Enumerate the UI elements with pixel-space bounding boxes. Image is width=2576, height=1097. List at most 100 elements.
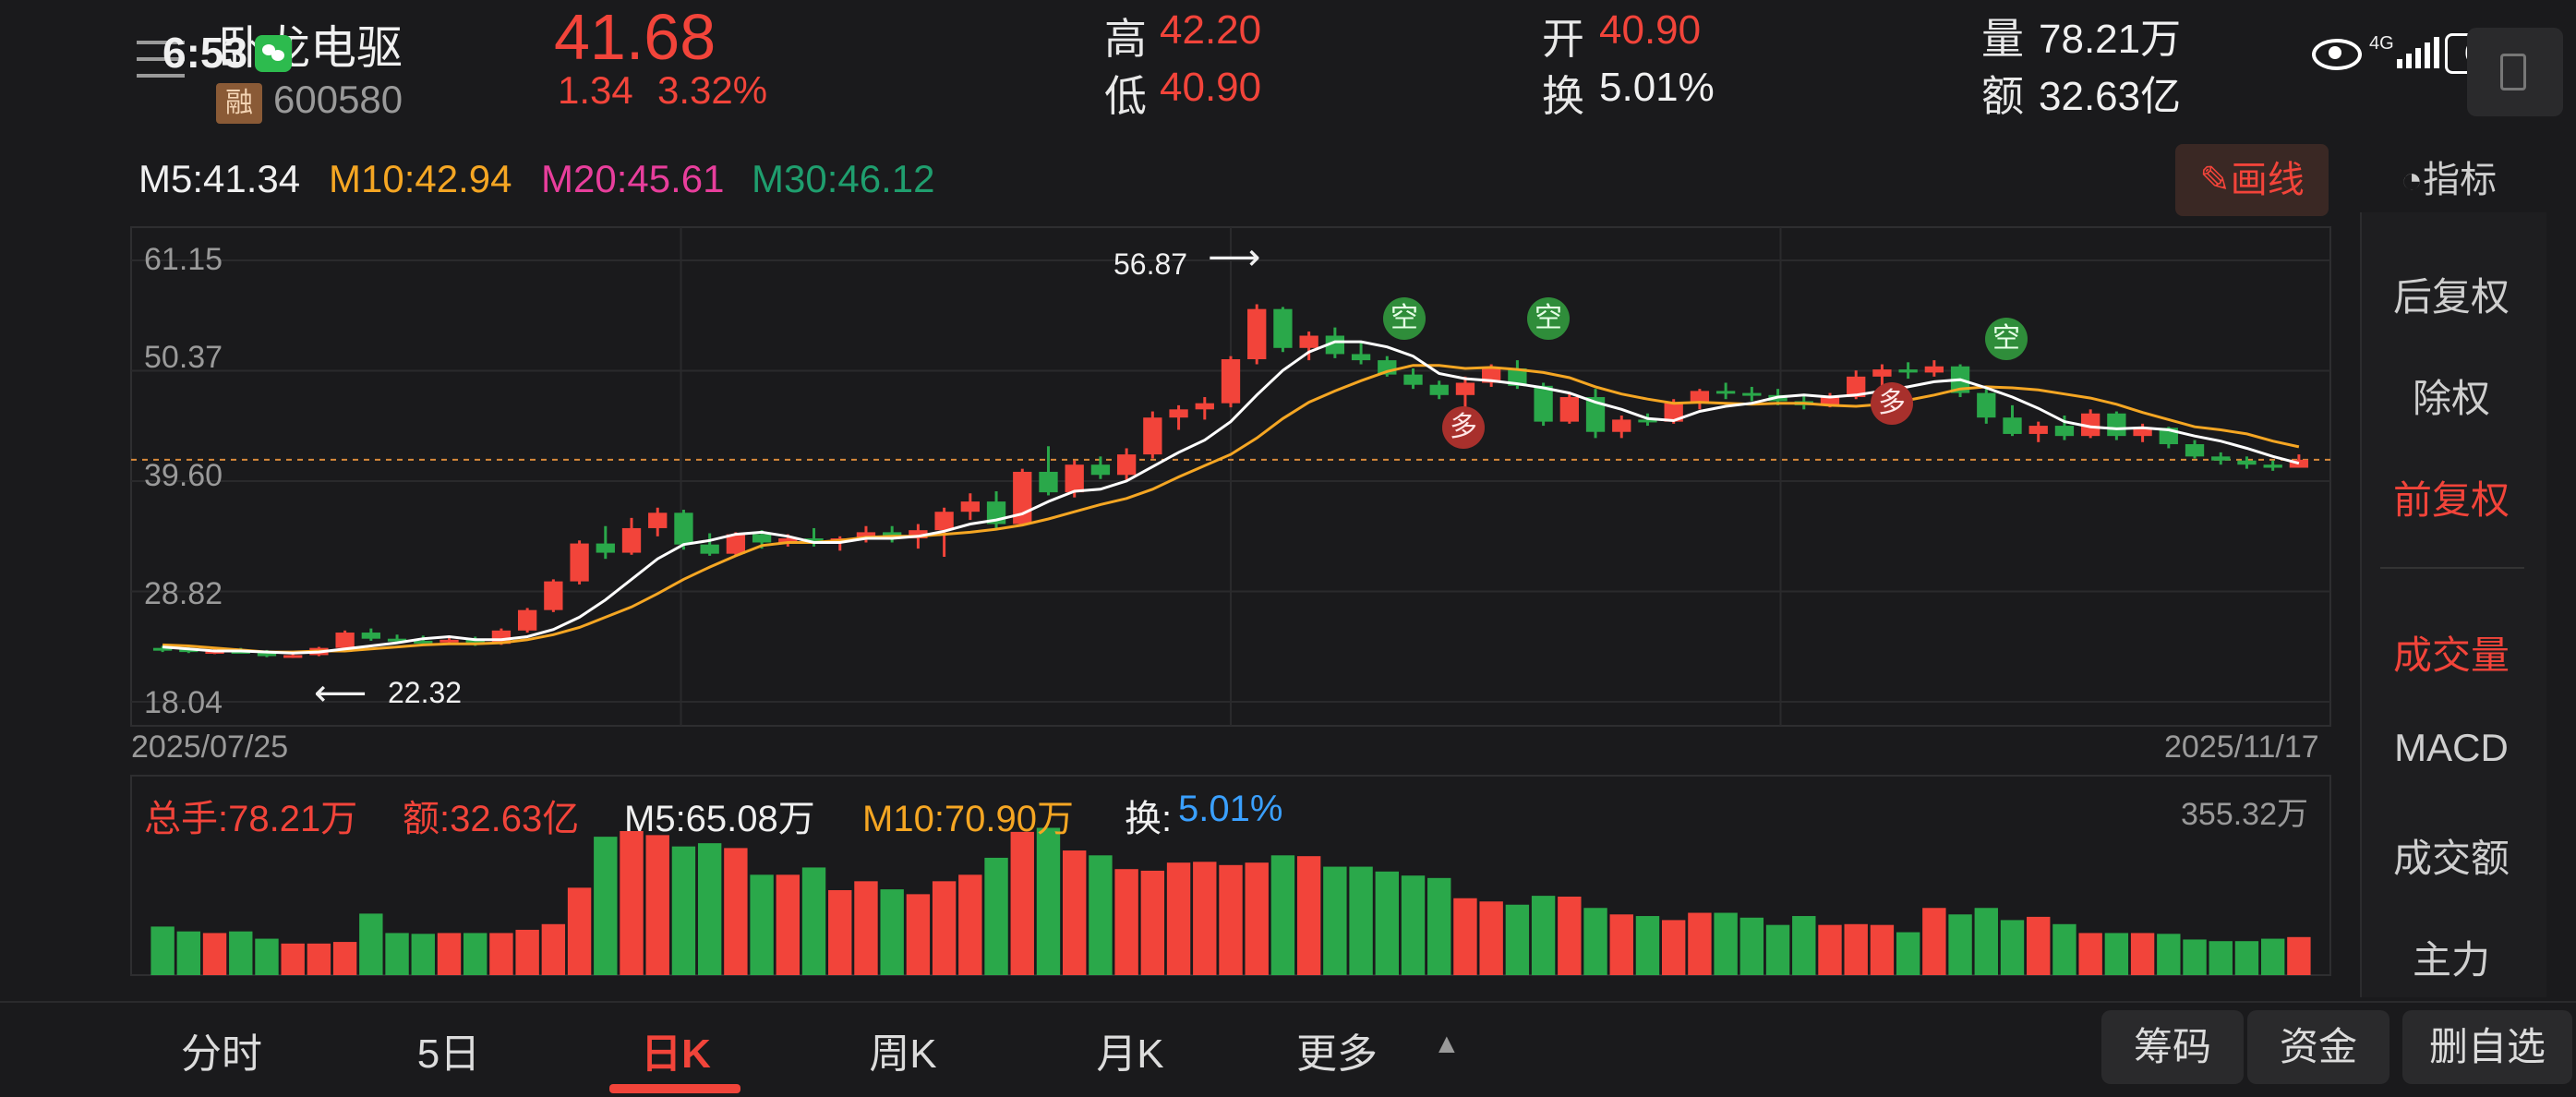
candle-body bbox=[726, 534, 746, 554]
sidebar-item-back-adjusted[interactable]: 后复权 bbox=[2392, 275, 2510, 319]
indicator-button[interactable]: ◔指标 bbox=[2401, 150, 2497, 203]
volume-bar bbox=[1323, 866, 1347, 975]
volume-bar bbox=[2027, 916, 2051, 975]
candle-body bbox=[1742, 392, 1762, 396]
candle-body bbox=[934, 512, 954, 531]
candle-body bbox=[1455, 382, 1475, 395]
volume-bar bbox=[1558, 896, 1582, 975]
candle-body bbox=[179, 648, 199, 653]
candle-body bbox=[2211, 456, 2231, 461]
candle-body bbox=[205, 651, 224, 655]
price-tick-label: 18.04 bbox=[144, 685, 223, 720]
sidebar-item-macd[interactable]: MACD bbox=[2394, 726, 2509, 769]
volume-bar bbox=[281, 943, 305, 975]
draw-line-button[interactable]: ✎画线 bbox=[2175, 144, 2329, 216]
menu-icon[interactable] bbox=[137, 33, 192, 89]
active-tab-indicator bbox=[609, 1084, 740, 1093]
amount-value: 32.63亿 bbox=[2039, 74, 2182, 119]
chip-distribution-button[interactable]: 筹码 bbox=[2101, 1010, 2244, 1084]
volume-bar bbox=[1922, 908, 1946, 975]
sidebar-item-main-funds[interactable]: 主力 bbox=[2412, 938, 2490, 982]
volume-bar bbox=[750, 874, 774, 975]
volume-bar bbox=[437, 933, 462, 975]
buy-signal-text: 多 bbox=[1878, 388, 1906, 418]
candle-body bbox=[2289, 459, 2309, 468]
candle-body bbox=[2003, 417, 2022, 434]
tab-daily-k[interactable]: 日K bbox=[641, 1031, 711, 1077]
candle-body bbox=[1898, 369, 1918, 373]
volume-bar bbox=[828, 889, 852, 975]
candle-body bbox=[1116, 454, 1137, 476]
volume-bar bbox=[2183, 939, 2207, 975]
sidebar-item-turnover-amount[interactable]: 成交额 bbox=[2392, 837, 2510, 880]
candle-body bbox=[465, 639, 485, 645]
volume-ma5: M5:65.08万 bbox=[624, 799, 815, 839]
volume-bar bbox=[1401, 875, 1426, 975]
volume-bar bbox=[1870, 924, 1895, 975]
sell-signal-badge: 空 bbox=[1383, 297, 1426, 340]
candle-body bbox=[439, 639, 459, 643]
volume-bar bbox=[1270, 855, 1295, 975]
tab-intraday[interactable]: 分时 bbox=[181, 1031, 262, 1077]
volume-bar bbox=[541, 923, 566, 975]
candle-body bbox=[2263, 464, 2282, 468]
tab-more[interactable]: 更多 bbox=[1296, 1031, 1378, 1077]
volume-bar bbox=[229, 931, 253, 975]
volume-bar bbox=[2130, 933, 2155, 975]
volume-bar bbox=[332, 942, 357, 975]
candle-body bbox=[152, 647, 173, 651]
volume-bar bbox=[958, 874, 982, 975]
volume-bar bbox=[1219, 864, 1243, 975]
landscape-toggle-button[interactable] bbox=[2467, 28, 2563, 116]
candle-body bbox=[387, 638, 407, 642]
volume-bar bbox=[724, 848, 748, 975]
ma10-legend: M10:42.94 bbox=[329, 157, 512, 200]
ma5-legend: M5:41.34 bbox=[138, 157, 301, 200]
volume-bar bbox=[671, 846, 696, 975]
buy-signal-badge: 多 bbox=[1442, 406, 1485, 449]
volume-bar bbox=[2052, 923, 2076, 975]
tab-weekly-k[interactable]: 周K bbox=[869, 1031, 937, 1077]
volume-turnover-label: 换: bbox=[1125, 799, 1173, 839]
sell-signal-badge: 空 bbox=[1527, 297, 1570, 340]
volume-bar bbox=[932, 881, 957, 975]
volume-bar bbox=[1089, 855, 1113, 975]
turnover-value: 5.01% bbox=[1599, 65, 1715, 110]
volume-bar bbox=[2104, 933, 2129, 975]
volume-value: 78.21万 bbox=[2039, 17, 2182, 62]
volume-bar bbox=[1792, 916, 1816, 975]
volume-bar bbox=[1531, 896, 1556, 975]
candle-body bbox=[1403, 374, 1423, 385]
candle-body bbox=[1638, 419, 1657, 423]
sidebar-item-volume[interactable]: 成交量 bbox=[2392, 633, 2510, 677]
volume-bar bbox=[854, 881, 878, 975]
min-arrow-icon: ⟵ bbox=[314, 673, 367, 714]
volume-bar bbox=[1739, 917, 1764, 975]
candle-body bbox=[570, 543, 589, 582]
candle-body bbox=[1820, 397, 1840, 405]
candle-body bbox=[1143, 417, 1162, 455]
max-price-label: 56.87 bbox=[1113, 247, 1188, 281]
volume-bar bbox=[2287, 936, 2311, 975]
volume-bar bbox=[801, 867, 826, 975]
volume-bar bbox=[1609, 914, 1633, 975]
volume-bar bbox=[697, 843, 722, 975]
candle-body bbox=[1559, 397, 1579, 422]
candle-body bbox=[596, 543, 615, 553]
wechat-icon bbox=[255, 35, 292, 72]
volume-bar bbox=[567, 887, 592, 975]
high-label: 高 bbox=[1104, 15, 1147, 63]
candle-body bbox=[1065, 464, 1084, 493]
tab-5day[interactable]: 5日 bbox=[416, 1031, 481, 1077]
sidebar-item-forward-adjusted[interactable]: 前复权 bbox=[2392, 478, 2510, 522]
volume-bar bbox=[1010, 831, 1034, 975]
tab-monthly-k[interactable]: 月K bbox=[1096, 1031, 1164, 1077]
remove-watchlist-button[interactable]: 删自选 bbox=[2402, 1010, 2572, 1084]
price-tick-label: 39.60 bbox=[144, 458, 223, 493]
sidebar-item-ex-rights[interactable]: 除权 bbox=[2412, 377, 2490, 420]
caret-up-icon[interactable]: ▲ bbox=[1433, 1029, 1461, 1059]
price-tick-label: 28.82 bbox=[144, 576, 223, 611]
funds-button[interactable]: 资金 bbox=[2247, 1010, 2389, 1084]
candle-body bbox=[960, 501, 980, 512]
